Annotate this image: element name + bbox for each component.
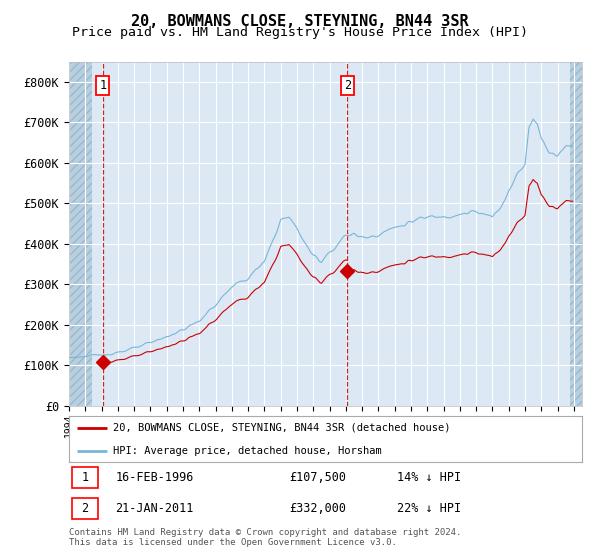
Text: 14% ↓ HPI: 14% ↓ HPI (397, 471, 461, 484)
Text: 2: 2 (344, 80, 351, 92)
Text: 22% ↓ HPI: 22% ↓ HPI (397, 502, 461, 515)
Bar (570, 62, 582, 406)
Text: 2: 2 (82, 502, 88, 515)
Bar (69, 62, 92, 406)
Text: Contains HM Land Registry data © Crown copyright and database right 2024.
This d: Contains HM Land Registry data © Crown c… (69, 528, 461, 547)
Text: Price paid vs. HM Land Registry's House Price Index (HPI): Price paid vs. HM Land Registry's House … (72, 26, 528, 39)
Text: 1: 1 (82, 471, 88, 484)
Text: 20, BOWMANS CLOSE, STEYNING, BN44 3SR (detached house): 20, BOWMANS CLOSE, STEYNING, BN44 3SR (d… (113, 423, 450, 432)
Text: £332,000: £332,000 (290, 502, 347, 515)
Bar (71, 467, 98, 488)
Text: 21-JAN-2011: 21-JAN-2011 (115, 502, 194, 515)
Bar (71, 498, 98, 519)
Text: 1: 1 (100, 80, 106, 92)
Text: 20, BOWMANS CLOSE, STEYNING, BN44 3SR: 20, BOWMANS CLOSE, STEYNING, BN44 3SR (131, 14, 469, 29)
Text: £107,500: £107,500 (290, 471, 347, 484)
Text: HPI: Average price, detached house, Horsham: HPI: Average price, detached house, Hors… (113, 446, 382, 455)
Text: 16-FEB-1996: 16-FEB-1996 (115, 471, 194, 484)
